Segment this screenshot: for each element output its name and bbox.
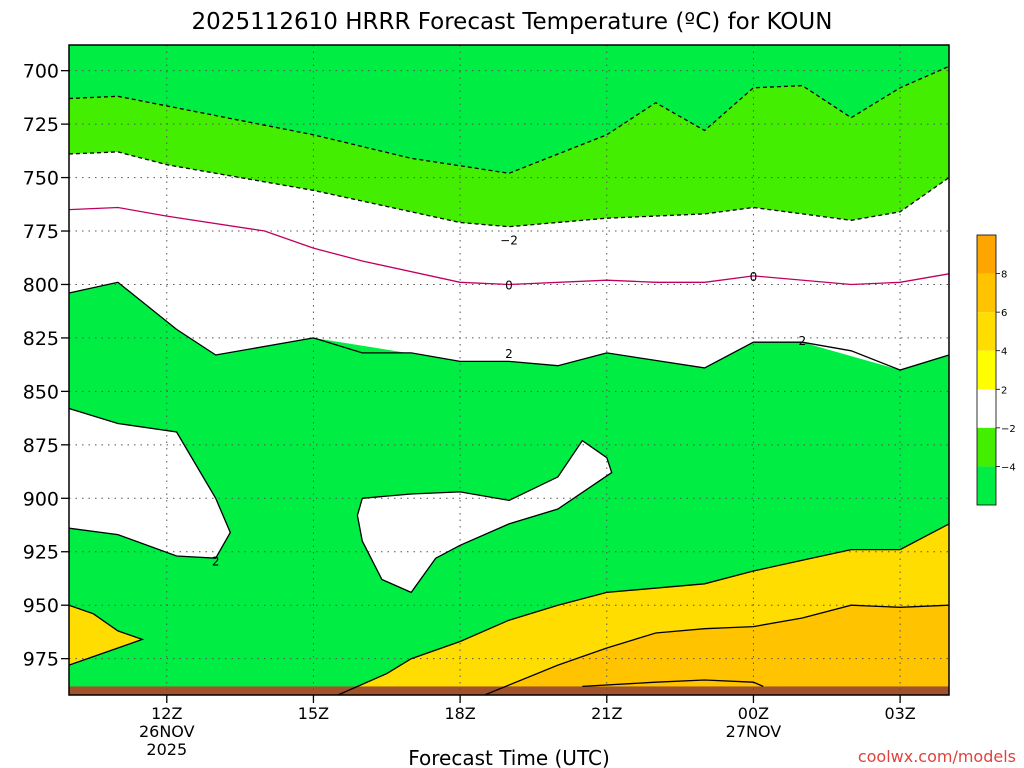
colorbar-label: 4 xyxy=(1001,347,1007,358)
x-axis-label: Forecast Time (UTC) xyxy=(408,746,610,768)
x-tick-label: 18Z xyxy=(444,704,475,723)
y-tick-label: 875 xyxy=(23,435,59,457)
contour-plus-2-line xyxy=(68,281,950,371)
colorbar-swatch xyxy=(977,466,996,505)
x-tick-label: 15Z xyxy=(298,704,329,723)
contour-label: 2 xyxy=(505,347,513,361)
contour-plus-6-line xyxy=(484,604,950,696)
y-axis: 700 725 750 775 800 825 850 875 900 925 950 975 xyxy=(23,61,69,671)
colorbar-swatch xyxy=(977,427,996,467)
plot-area: −2 0 0 2 2 2 xyxy=(68,44,950,696)
colorbar-label: −2 xyxy=(1001,424,1016,435)
y-tick-label: 800 xyxy=(23,274,59,296)
contour-label: 2 xyxy=(212,554,220,568)
watermark: coolwx.com/models xyxy=(858,747,1016,766)
y-tick-label: 825 xyxy=(23,328,59,350)
colorbar-swatch xyxy=(977,350,996,390)
contour-plus-2-mid-loop xyxy=(356,439,613,594)
contour-zero-line xyxy=(68,206,950,286)
y-tick-label: 700 xyxy=(23,61,59,83)
region-two-to-four-left xyxy=(69,605,143,666)
x-tick-year: 2025 xyxy=(146,740,187,759)
contour-label: 0 xyxy=(505,278,513,292)
colorbar-frame xyxy=(976,234,997,506)
colorbar-swatch xyxy=(977,389,996,428)
x-tick-label: 12Z xyxy=(151,704,182,723)
region-below-minus-4 xyxy=(69,47,949,174)
y-tick-label: 850 xyxy=(23,381,59,403)
contour-minus-2-line xyxy=(68,151,950,228)
region-minus-4-to-minus-2 xyxy=(69,66,949,227)
chart-title: 2025112610 HRRR Forecast Temperature (ºC… xyxy=(192,9,833,35)
region-four-to-six xyxy=(484,605,949,695)
x-tick-date: 26NOV xyxy=(139,722,195,741)
contour-plus-8-line xyxy=(582,679,764,688)
colorbar-swatch xyxy=(977,235,996,274)
colorbar-label: −4 xyxy=(1001,462,1016,473)
contour-minus-4-line xyxy=(68,65,950,174)
y-tick-label: 900 xyxy=(23,488,59,510)
colorbar-label: 6 xyxy=(1001,308,1007,319)
y-tick-label: 925 xyxy=(23,542,59,564)
contour-plus-4-left xyxy=(68,604,145,666)
contour-lines xyxy=(68,65,950,696)
region-zero-to-2-white-mid xyxy=(357,440,612,593)
y-tick-label: 950 xyxy=(23,595,59,617)
contour-plus-2-left-loop xyxy=(68,407,232,559)
contour-plus-4-line xyxy=(337,523,950,696)
y-tick-label: 775 xyxy=(23,221,59,243)
colorbar-swatch xyxy=(977,312,996,351)
colorbar-label: 2 xyxy=(1001,385,1007,396)
x-tick-label: 00Z xyxy=(738,704,769,723)
ground-surface xyxy=(69,686,949,695)
colorbar-swatch xyxy=(977,273,996,313)
region-zero-to-2-white-left xyxy=(69,408,231,559)
contour-labels: −2 0 0 2 2 2 xyxy=(212,234,807,569)
y-tick-label: 725 xyxy=(23,114,59,136)
x-tick-date: 27NOV xyxy=(726,722,782,741)
y-tick-label: 975 xyxy=(23,649,59,671)
contour-label: 2 xyxy=(799,334,807,348)
contour-label: 0 xyxy=(750,270,758,284)
x-tick-label: 21Z xyxy=(591,704,622,723)
plot-frame xyxy=(68,44,950,696)
y-tick-label: 750 xyxy=(23,168,59,190)
colorbar-label: 8 xyxy=(1001,270,1007,281)
region-minus-2-to-2 xyxy=(69,151,949,370)
contour-label: −2 xyxy=(500,234,518,248)
x-tick-label: 03Z xyxy=(884,704,915,723)
colorbar: −4 −2 2 4 6 8 xyxy=(976,234,1016,506)
